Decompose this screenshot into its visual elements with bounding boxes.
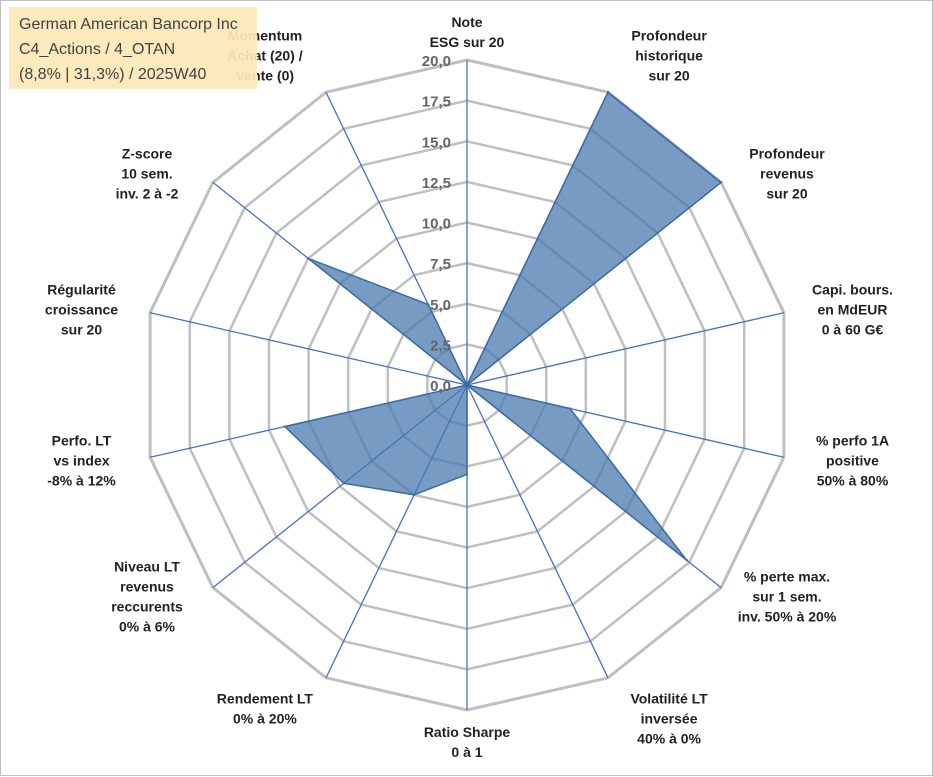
axis-label-line: Capi. bours. [812,282,893,298]
axis-label-line: reccurents [111,598,183,614]
series-point [719,181,723,184]
axis-label: Rendement LT 0% à 20% [217,690,314,726]
series-point [307,257,310,260]
axis-label-line: inv. 50% à 20% [738,608,837,624]
axis-label-line: Perfo. LT [52,432,112,448]
axis-label: Ratio Sharpe 0 à 1 [424,724,511,760]
axis-label-line: ESG sur 20 [430,34,505,50]
axis-label-line: Note [451,14,482,30]
axis-labels: Note ESG sur 20 Profondeur historique sur 20… [45,14,893,760]
axis-label-line: Profondeur [631,28,707,44]
axis-label-line: % perfo 1A [816,432,889,448]
series-point [427,303,430,306]
axis-label-line: sur 20 [648,68,689,84]
axis-label: % perfo 1A positive 50% à 80% [816,432,889,488]
axis-label-line: Volatilité LT [630,690,708,706]
tick-label: 0,0 [430,378,451,395]
axis-label-line: inversée [641,710,698,726]
axis-label-line: 50% à 80% [817,472,889,488]
series-point [568,407,572,410]
axis-label-line: 10 sem. [121,166,172,182]
axis-label-line: 0% à 20% [233,710,297,726]
tick-label: 12,5 [422,175,451,192]
axis-label-line: sur 20 [766,186,807,202]
axis-label: Profondeur historique sur 20 [631,28,707,84]
axis-label: Profondeur revenus sur 20 [749,146,825,202]
portfolio-code: C4_Actions / 4_OTAN [19,41,176,58]
axis-label-line: Niveau LT [114,558,180,574]
axis-label: Perfo. LT vs index -8% à 12% [47,432,116,488]
axis-label-line: en MdEUR [818,302,888,318]
radar-series [283,91,723,562]
axis-label-line: positive [826,452,879,468]
axis-spoke [149,312,468,386]
info-box: German American Bancorp Inc C4_Actions /… [9,7,257,89]
axis-label: Volatilité LT inversée 40% à 0% [630,690,708,746]
axis-label-line: % perte max. [744,568,830,584]
tick-label: 15,0 [422,134,451,151]
axis-label: Régularité croissance sur 20 [45,282,118,338]
axis-label: Note ESG sur 20 [430,14,505,50]
axis-label-line: 0% à 6% [119,618,176,634]
axis-spoke [466,312,785,386]
axis-label-line: croissance [45,302,118,318]
series-point [465,473,469,476]
axis-label-line: 40% à 0% [637,730,701,746]
axis-label-line: historique [635,48,703,64]
axis-label-line: Profondeur [749,146,825,162]
axis-label: Capi. bours. en MdEUR 0 à 60 G€ [812,282,893,338]
axis-label-line: 0 à 1 [451,744,482,760]
axis-label: Z-score 10 sem. inv. 2 à -2 [116,146,179,202]
axis-label-line: vs index [53,452,109,468]
axis-label-line: 0 à 60 G€ [822,322,884,338]
axis-label-line: -8% à 12% [47,472,116,488]
axis-label-line: revenus [760,166,814,182]
radial-tick-labels: 0,0 2,5 5,0 7,5 10,0 12,5 15,0 17,5 20,0 [422,53,451,395]
series-point [412,493,416,496]
tick-label: 17,5 [422,94,451,111]
series-point [342,482,345,485]
series-point [283,425,286,428]
axis-label-line: inv. 2 à -2 [116,186,179,202]
tick-label: 7,5 [430,256,451,273]
axis-label-line: revenus [120,578,174,594]
series-area [283,91,723,561]
axis-label-line: Z-score [122,146,173,162]
series-point [465,383,469,387]
company-name: German American Bancorp Inc [19,16,238,33]
axis-label-line: sur 20 [61,322,102,338]
series-point [685,559,688,562]
tick-label: 10,0 [422,216,451,233]
tick-label: 20,0 [422,53,451,70]
performance-week: (8,8% | 31,3%) / 2025W40 [19,66,207,83]
axis-label-line: Régularité [47,282,116,298]
axis-spoke [466,384,609,679]
axis-label-line: Ratio Sharpe [424,724,511,740]
axis-label-line: sur 1 sem. [752,588,821,604]
series-point [606,91,610,94]
axis-label-line: Rendement LT [217,690,314,706]
tick-label: 2,5 [430,337,451,354]
axis-label: % perte max. sur 1 sem. inv. 50% à 20% [738,568,837,624]
tick-label: 5,0 [430,297,451,314]
axis-label: Niveau LT revenus reccurents 0% à 6% [111,558,183,634]
